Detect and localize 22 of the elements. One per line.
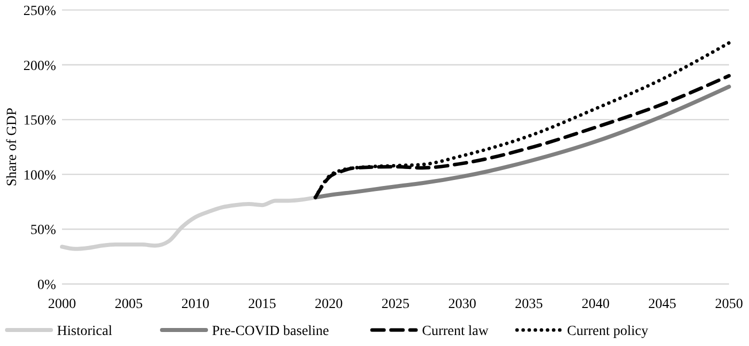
legend-label: Current law	[422, 324, 490, 339]
x-tick-label: 2050	[715, 297, 743, 312]
y-tick-label: 250%	[23, 4, 56, 19]
legend-label: Current policy	[567, 324, 648, 339]
x-tick-label: 2030	[448, 297, 476, 312]
x-tick-label: 2005	[114, 297, 143, 312]
x-tick-label: 2020	[314, 297, 343, 312]
x-tick-label: 2025	[382, 297, 410, 312]
y-axis-title: Share of GDP	[5, 108, 20, 186]
x-tick-label: 2000	[48, 297, 76, 312]
x-tick-label: 2040	[582, 297, 610, 312]
y-tick-label: 200%	[23, 58, 56, 74]
legend-label: Pre-COVID baseline	[212, 324, 330, 339]
y-tick-label: 100%	[23, 168, 56, 184]
x-tick-label: 2015	[248, 297, 276, 312]
y-tick-label: 150%	[23, 114, 56, 129]
legend-label: Historical	[57, 324, 112, 339]
y-tick-label: 50%	[30, 223, 56, 238]
x-tick-label: 2045	[648, 297, 676, 312]
x-tick-label: 2035	[514, 297, 543, 312]
x-tick-label: 2010	[181, 297, 210, 312]
y-tick-label: 0%	[37, 278, 56, 293]
